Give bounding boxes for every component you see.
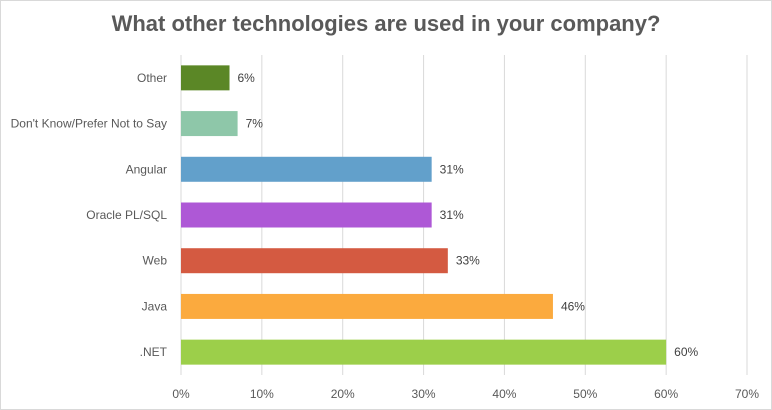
data-label: 60% bbox=[674, 345, 698, 359]
data-label: 31% bbox=[440, 162, 464, 176]
category-label: Oracle PL/SQL bbox=[86, 208, 167, 222]
data-label: 46% bbox=[561, 299, 585, 313]
data-label: 6% bbox=[238, 71, 256, 85]
x-tick-label: 50% bbox=[573, 387, 597, 401]
bar bbox=[181, 65, 230, 91]
category-label: Don't Know/Prefer Not to Say bbox=[11, 117, 167, 131]
category-label: .NET bbox=[140, 345, 168, 359]
bar bbox=[181, 248, 448, 274]
bar bbox=[181, 202, 432, 228]
x-tick-label: 10% bbox=[250, 387, 274, 401]
bar bbox=[181, 111, 238, 137]
bar bbox=[181, 339, 667, 365]
chart-title: What other technologies are used in your… bbox=[111, 11, 661, 36]
category-label: Web bbox=[143, 254, 168, 268]
x-tick-label: 40% bbox=[492, 387, 516, 401]
bar bbox=[181, 293, 553, 319]
x-tick-label: 20% bbox=[331, 387, 355, 401]
bar bbox=[181, 156, 432, 182]
data-label: 7% bbox=[246, 117, 264, 131]
x-tick-label: 0% bbox=[172, 387, 190, 401]
data-label: 33% bbox=[456, 254, 480, 268]
x-tick-label: 60% bbox=[654, 387, 678, 401]
category-label: Angular bbox=[126, 162, 167, 176]
x-tick-label: 70% bbox=[735, 387, 759, 401]
data-label: 31% bbox=[440, 208, 464, 222]
category-label: Java bbox=[142, 299, 168, 313]
x-tick-label: 30% bbox=[412, 387, 436, 401]
category-label: Other bbox=[137, 71, 167, 85]
